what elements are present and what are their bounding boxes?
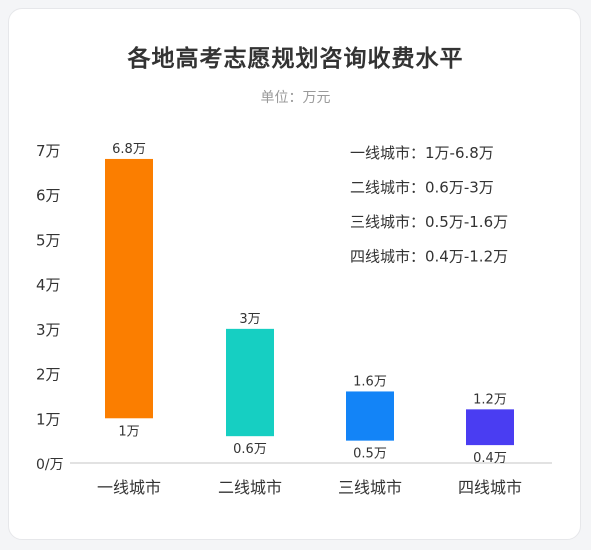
- bar-low-label: 0.5万: [353, 447, 387, 462]
- bar-high-label: 1.6万: [353, 374, 387, 389]
- y-tick-label: 4万: [36, 276, 61, 294]
- y-tick-label: 6万: [36, 187, 61, 205]
- chart-card: 各地高考志愿规划咨询收费水平 单位：万元: [8, 8, 581, 540]
- category-label: 二线城市: [218, 478, 282, 497]
- y-tick-label: 5万: [36, 231, 61, 249]
- bar-low-label: 0.6万: [233, 442, 267, 457]
- y-tick-label: 3万: [36, 321, 61, 339]
- y-tick-label: 1万: [36, 410, 61, 428]
- legend: 一线城市：1万-6.8万二线城市：0.6万-3万三线城市：0.5万-1.6万四线…: [350, 144, 508, 266]
- range-bar: [346, 391, 394, 441]
- bar-low-label: 1万: [118, 424, 139, 439]
- bar-high-label: 1.2万: [473, 392, 507, 407]
- category-label: 一线城市: [97, 478, 161, 497]
- y-tick-label: 0/万: [36, 457, 64, 473]
- y-tick-label: 7万: [36, 142, 61, 160]
- legend-entry: 四线城市：0.4万-1.2万: [350, 248, 508, 266]
- y-tick-label: 2万: [36, 366, 61, 384]
- bar-low-label: 0.4万: [473, 451, 507, 466]
- legend-entry: 三线城市：0.5万-1.6万: [350, 213, 508, 231]
- bar-high-label: 6.8万: [112, 142, 146, 157]
- category-label: 四线城市: [458, 478, 522, 497]
- range-bar: [466, 409, 514, 446]
- chart-title: 各地高考志愿规划咨询收费水平: [127, 46, 464, 72]
- range-bar: [105, 158, 153, 419]
- bar-high-label: 3万: [239, 312, 260, 327]
- legend-entry: 一线城市：1万-6.8万: [350, 144, 494, 162]
- y-axis: 0/万 1万 2万 3万 4万 5万 6万 7万: [36, 142, 64, 473]
- legend-entry: 二线城市：0.6万-3万: [350, 179, 494, 197]
- category-label: 三线城市: [338, 478, 402, 497]
- range-bar: [226, 328, 274, 437]
- chart-subtitle: 单位：万元: [260, 90, 331, 106]
